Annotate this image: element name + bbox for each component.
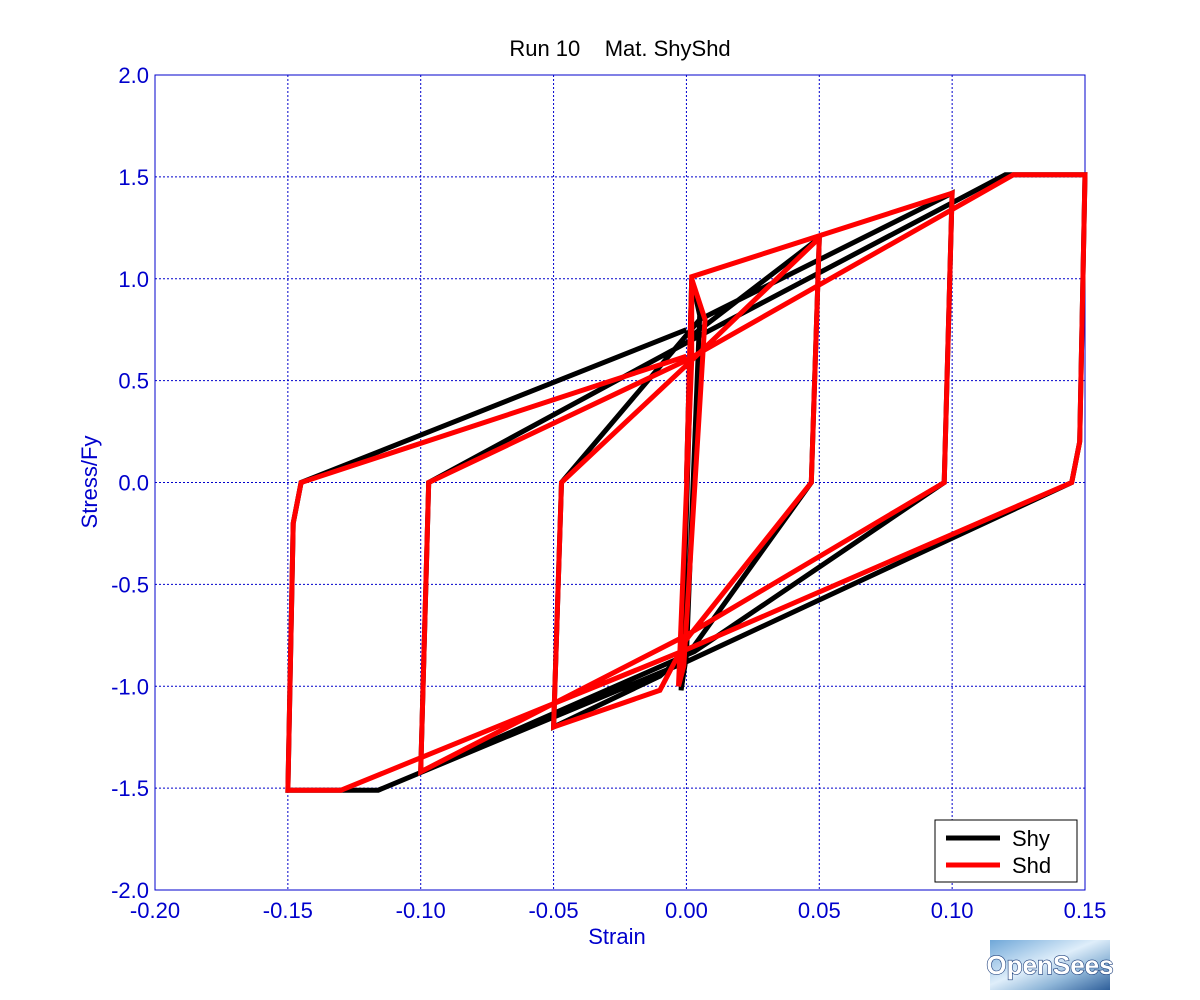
series-line-shd [285,172,1088,793]
y-tick-label: -2.0 [111,878,149,903]
opensees-logo: OpenSees [986,940,1114,990]
x-tick-label: -0.15 [263,898,313,923]
x-tick-label: -0.10 [396,898,446,923]
y-tick-label: -1.0 [111,674,149,699]
legend-label-shd: Shd [1012,853,1051,878]
x-tick-label: 0.10 [931,898,974,923]
legend: Shy Shd [934,819,1078,883]
x-tick-labels: -0.20 -0.15 -0.10 -0.05 0.00 0.05 0.10 0.15 [130,898,1106,923]
y-tick-label: 0.0 [118,471,149,496]
chart-title: Run 10 Mat. ShyShd [509,36,730,61]
logo-text: OpenSees [986,950,1113,980]
x-tick-label: 0.05 [798,898,841,923]
y-tick-label: 1.5 [118,165,149,190]
legend-box [934,819,1078,883]
y-tick-label: 2.0 [118,63,149,88]
series-layer [285,172,1088,793]
x-tick-label: 0.00 [665,898,708,923]
y-tick-label: 1.0 [118,267,149,292]
plot-frame [154,74,1086,891]
legend-label-shy: Shy [1012,826,1050,851]
x-axis-label: Strain [588,924,645,949]
y-tick-label: -1.5 [111,776,149,801]
x-tick-label: -0.20 [130,898,180,923]
y-tick-label: -0.5 [111,572,149,597]
y-tick-label: 0.5 [118,369,149,394]
y-axis-label: Stress/Fy [77,436,102,529]
x-tick-label: 0.15 [1064,898,1107,923]
x-tick-label: -0.05 [528,898,578,923]
logo-background [990,940,1110,990]
y-tick-labels: -2.0 -1.5 -1.0 -0.5 0.0 0.5 1.0 1.5 2.0 [111,63,149,903]
